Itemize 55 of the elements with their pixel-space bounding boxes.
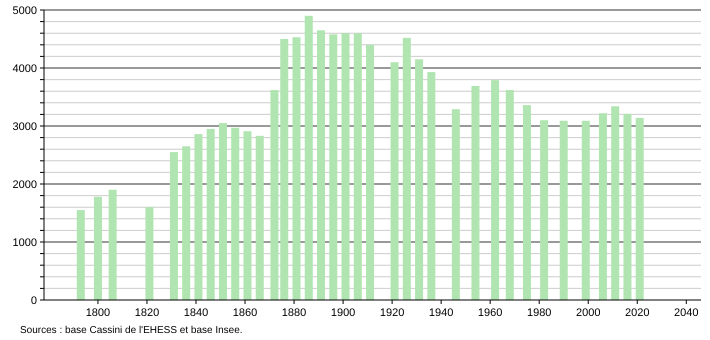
bar	[194, 134, 202, 300]
bar	[182, 146, 190, 300]
x-tick-label: 2040	[674, 307, 699, 319]
x-tick-label: 1920	[380, 307, 404, 319]
bar	[243, 131, 252, 300]
y-tick-label: 2000	[12, 178, 37, 191]
x-tick-label: 1900	[330, 307, 356, 319]
bar	[304, 16, 313, 300]
bar	[582, 120, 590, 300]
bar	[329, 34, 338, 300]
x-tick-label: 1980	[526, 307, 552, 319]
bar	[108, 190, 117, 300]
bar	[427, 72, 436, 300]
bar	[560, 120, 568, 300]
bar	[317, 30, 326, 300]
bar	[231, 128, 240, 300]
bar	[506, 90, 514, 300]
x-tick-label: 2020	[625, 307, 650, 319]
bar	[402, 38, 411, 300]
x-tick-label: 1800	[86, 307, 110, 319]
y-tick-label: 5000	[12, 4, 37, 17]
x-tick-label: 2000	[576, 307, 600, 319]
bar	[452, 109, 460, 300]
bar	[145, 207, 154, 300]
bar	[354, 33, 362, 300]
bar	[471, 86, 480, 300]
x-tick-label: 1940	[428, 307, 454, 319]
y-tick-label: 4000	[12, 62, 37, 75]
y-tick-label: 1000	[12, 236, 37, 249]
bar	[94, 196, 102, 300]
bar	[206, 128, 215, 300]
bar	[491, 80, 500, 300]
bar	[170, 152, 178, 300]
bar	[218, 123, 227, 300]
bar	[611, 106, 620, 300]
bar	[636, 118, 644, 300]
x-tick-label: 1880	[282, 307, 306, 319]
bar	[540, 120, 548, 300]
source-note: Sources : base Cassini de l'EHESS et base Insee.	[20, 325, 243, 336]
x-tick-label: 1960	[478, 307, 502, 319]
bar	[598, 113, 607, 300]
bar	[292, 37, 301, 300]
x-tick-label: 1820	[134, 307, 160, 319]
bar	[342, 33, 350, 300]
bar	[415, 59, 424, 300]
bar	[256, 136, 264, 300]
bar	[623, 114, 632, 300]
y-tick-label: 0	[30, 294, 37, 307]
bar	[366, 44, 374, 300]
bar	[522, 105, 531, 300]
x-tick-label: 1840	[184, 307, 208, 319]
bar	[76, 210, 85, 300]
y-tick-label: 3000	[12, 120, 37, 133]
x-tick-label: 1860	[232, 307, 258, 319]
bar	[390, 62, 399, 300]
